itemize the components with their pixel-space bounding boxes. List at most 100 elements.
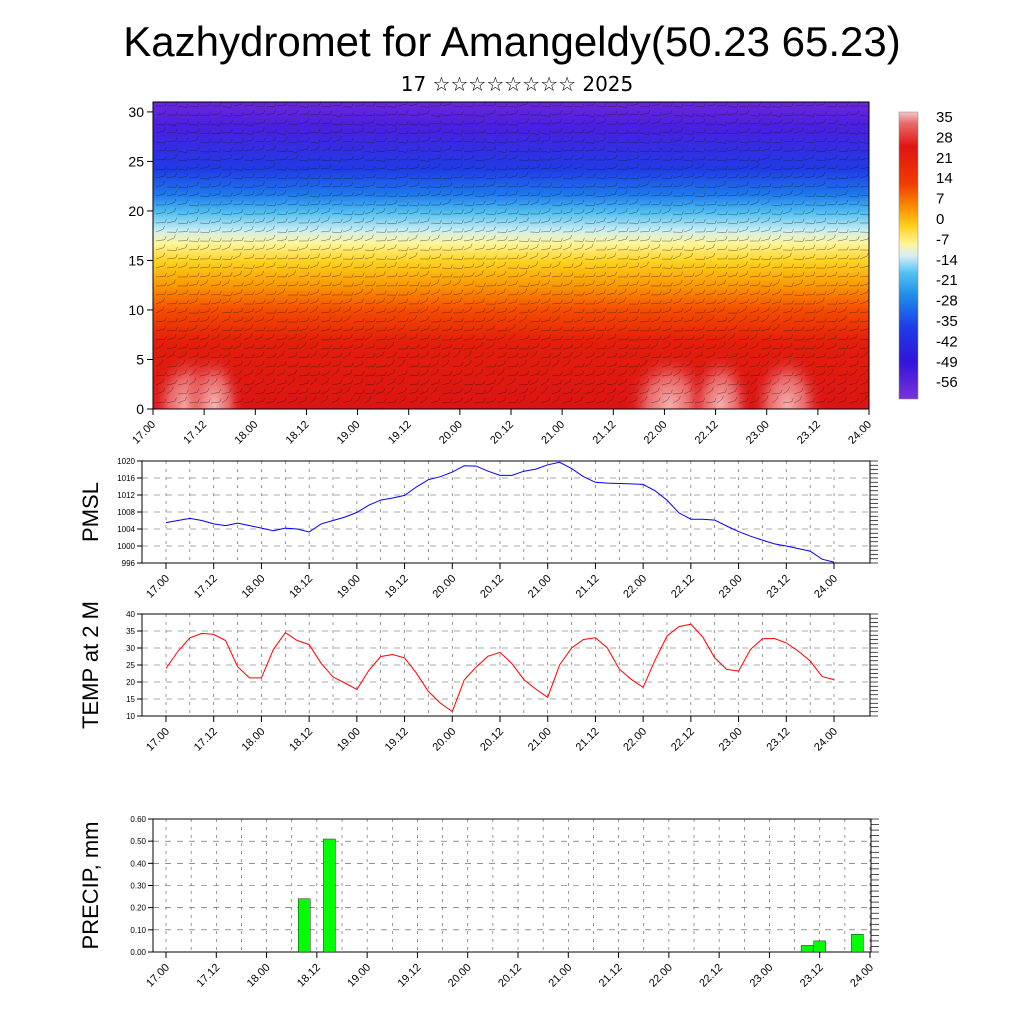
wind-barb	[584, 194, 594, 197]
wind-barb	[837, 158, 847, 161]
wind-barb	[232, 255, 240, 260]
wind-barb	[496, 355, 505, 359]
wind-barb	[725, 236, 728, 240]
wind-barb	[384, 307, 387, 312]
wind-barb	[318, 102, 321, 107]
wind-barb	[448, 351, 451, 356]
wind-barb	[628, 291, 636, 296]
wind-barb	[485, 177, 495, 180]
wind-barb	[866, 369, 868, 373]
wind-barb	[815, 166, 825, 170]
wind-barb	[450, 156, 453, 160]
wind-barb	[232, 391, 241, 395]
wind-barb	[430, 337, 440, 341]
wind-barb	[404, 333, 407, 338]
wind-barb	[349, 351, 352, 355]
wind-barb	[736, 165, 739, 170]
wind-barb	[595, 229, 604, 233]
wind-barb	[472, 326, 475, 330]
wind-barb	[516, 273, 519, 277]
wind-barb	[166, 293, 176, 296]
wind-barb	[538, 163, 541, 168]
wind-barb	[791, 119, 794, 123]
wind-barb	[661, 329, 671, 332]
wind-barb	[353, 258, 363, 260]
wind-barb	[463, 275, 473, 278]
wind-barb	[547, 378, 550, 382]
wind-barb	[856, 379, 859, 383]
wind-barb	[703, 228, 706, 233]
wind-barb	[551, 240, 561, 242]
wind-barb	[727, 176, 737, 179]
wind-barb	[166, 131, 176, 134]
wind-barb	[615, 138, 618, 143]
wind-barb	[427, 225, 430, 230]
wind-barb	[417, 371, 420, 376]
wind-barb	[230, 255, 233, 260]
wind-barb	[584, 401, 594, 404]
wind-barb	[349, 306, 352, 311]
wind-barb	[395, 175, 398, 180]
wind-barb	[790, 172, 793, 176]
wind-barb	[606, 229, 615, 233]
wind-barb	[263, 102, 266, 107]
wind-barb	[452, 354, 459, 359]
wind-barb	[661, 393, 671, 395]
wind-barb	[625, 324, 627, 329]
wind-barb	[472, 102, 475, 107]
wind-barb	[494, 289, 497, 294]
wind-barb	[496, 381, 503, 386]
wind-barb	[177, 213, 187, 215]
wind-barb	[595, 148, 604, 152]
wind-barb	[857, 139, 860, 144]
wind-barb	[606, 150, 616, 153]
wind-barb	[837, 284, 847, 287]
wind-barb	[628, 167, 638, 170]
wind-barb	[438, 226, 441, 231]
x-tick-label: 19.00	[335, 726, 363, 754]
wind-barb	[725, 245, 728, 250]
wind-barb	[650, 229, 659, 233]
wind-barb	[581, 163, 584, 167]
wind-barb	[562, 105, 572, 107]
wind-barb	[548, 217, 551, 221]
wind-barb	[386, 310, 395, 314]
x-tick-label: 20.00	[430, 573, 458, 601]
wind-barb	[725, 379, 727, 384]
wind-barb	[272, 279, 275, 284]
wind-barb	[551, 220, 561, 224]
wind-barb	[397, 150, 407, 153]
x-tick-label: 23.12	[795, 419, 823, 447]
wind-barb	[186, 343, 189, 348]
wind-barb	[284, 325, 287, 329]
wind-barb	[353, 158, 363, 161]
wind-barb	[438, 378, 441, 383]
wind-barb	[716, 309, 724, 314]
wind-barb	[606, 267, 616, 269]
wind-barb	[463, 384, 473, 386]
wind-barb	[373, 362, 376, 367]
wind-barb	[617, 382, 626, 386]
wind-barb	[219, 298, 222, 303]
wind-barb	[545, 386, 548, 391]
wind-barb	[560, 379, 563, 384]
wind-barb	[549, 164, 552, 169]
wind-barb	[787, 386, 790, 391]
wind-barb	[560, 371, 563, 376]
wind-barb	[417, 112, 420, 116]
wind-barb	[361, 127, 364, 132]
wind-barb	[471, 217, 474, 222]
wind-barb	[734, 369, 737, 374]
wind-barb	[691, 252, 694, 257]
wind-barb	[793, 203, 803, 206]
wind-barb	[342, 318, 350, 323]
wind-barb	[562, 122, 572, 125]
wind-barb	[298, 229, 307, 233]
wind-barb	[595, 373, 604, 377]
wind-barb	[494, 379, 496, 384]
wind-barb	[802, 246, 805, 250]
wind-barb	[672, 213, 682, 216]
wind-barb	[229, 171, 232, 176]
wind-barb	[316, 342, 319, 346]
wind-barb	[252, 300, 255, 305]
